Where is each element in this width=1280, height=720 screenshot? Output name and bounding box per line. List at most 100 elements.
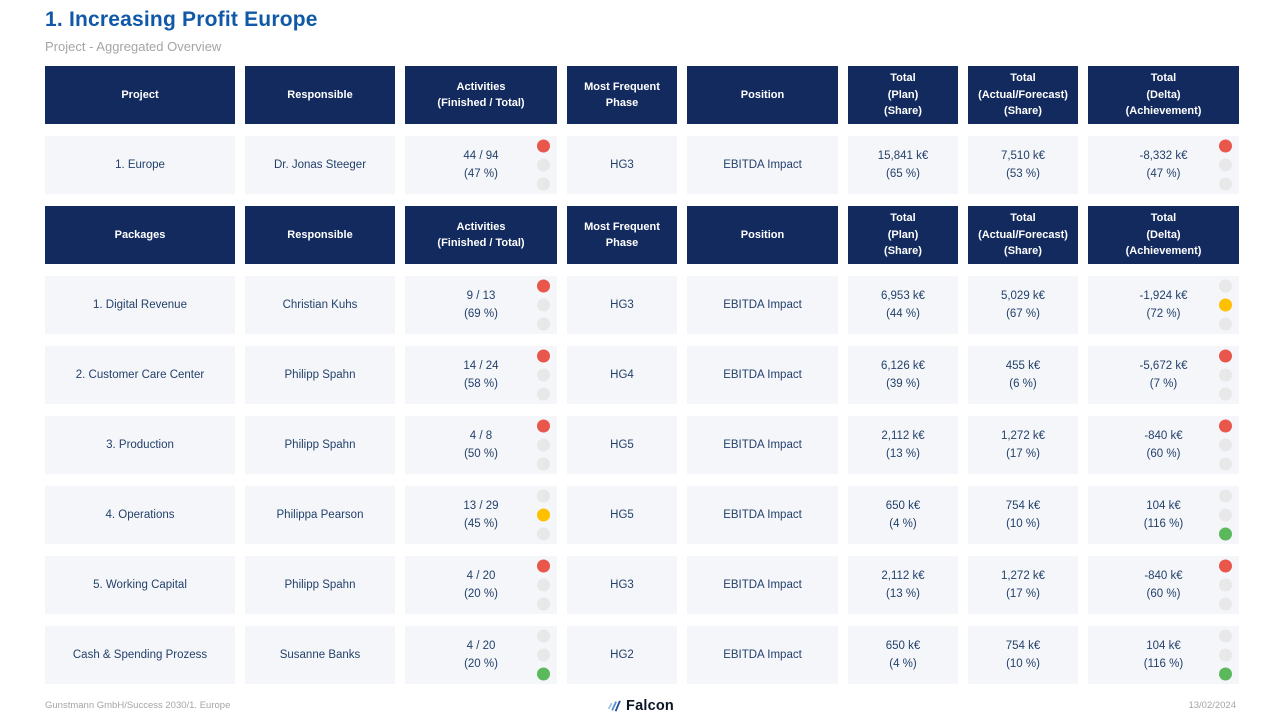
column-header-phase: Most Frequent Phase xyxy=(567,66,677,124)
total-delta-cell: -8,332 k€ (47 %) xyxy=(1088,136,1239,194)
red-light-icon xyxy=(1219,279,1232,293)
activities-traffic-light-icon xyxy=(537,629,550,681)
activities-cell: 44 / 94 (47 %) xyxy=(405,136,557,194)
activities-cell: 4 / 20 (20 %) xyxy=(405,556,557,614)
yellow-light-icon xyxy=(537,508,550,522)
plan-value: 650 k€ (4 %) xyxy=(885,499,921,530)
yellow-light-icon xyxy=(1219,648,1232,662)
phase-cell: HG5 xyxy=(567,416,677,474)
total-delta-cell: -5,672 k€ (7 %) xyxy=(1088,346,1239,404)
red-light-icon xyxy=(537,419,550,433)
total-plan-cell: 650 k€ (4 %) xyxy=(848,486,958,544)
green-light-icon xyxy=(537,457,550,471)
activities-value: 14 / 24 (58 %) xyxy=(463,359,499,390)
project-header-row: Project Responsible Activities (Finished… xyxy=(45,66,1239,124)
total-plan-cell: 15,841 k€ (65 %) xyxy=(848,136,958,194)
responsible-value: Philippa Pearson xyxy=(276,508,364,521)
total-actual-cell: 7,510 k€ (53 %) xyxy=(968,136,1078,194)
delta-value: 104 k€ (116 %) xyxy=(1143,499,1184,530)
position-cell: EBITDA Impact xyxy=(687,136,838,194)
activities-value: 13 / 29 (45 %) xyxy=(463,499,499,530)
package-name-cell: 5. Working Capital xyxy=(45,556,235,614)
table-row-package: 2. Customer Care Center Philipp Spahn 14 /… xyxy=(45,346,1239,404)
yellow-light-icon xyxy=(1219,158,1232,172)
delta-value: 104 k€ (116 %) xyxy=(1143,639,1184,670)
table-row-package: Cash & Spending Prozess Susanne Banks 4 / … xyxy=(45,626,1239,684)
actual-value: 1,272 k€ (17 %) xyxy=(1000,569,1046,600)
column-header-total-plan: Total (Plan) (Share) xyxy=(848,66,958,124)
total-actual-cell: 754 k€ (10 %) xyxy=(968,486,1078,544)
package-name-cell: 4. Operations xyxy=(45,486,235,544)
responsible-cell: Philipp Spahn xyxy=(245,556,395,614)
name-value: 3. Production xyxy=(106,438,174,451)
actual-value: 754 k€ (10 %) xyxy=(1005,639,1041,670)
footer-breadcrumb: Gunstmann GmbH/Success 2030/1. Europe xyxy=(45,700,231,711)
name-value: 1. Digital Revenue xyxy=(93,298,187,311)
phase-value: HG5 xyxy=(610,438,634,451)
total-actual-cell: 754 k€ (10 %) xyxy=(968,626,1078,684)
plan-value: 2,112 k€ (13 %) xyxy=(881,569,925,600)
yellow-light-icon xyxy=(537,158,550,172)
column-header-packages: Packages xyxy=(45,206,235,264)
actual-value: 455 k€ (6 %) xyxy=(1005,359,1041,390)
activities-cell: 13 / 29 (45 %) xyxy=(405,486,557,544)
falcon-logo: Falcon xyxy=(606,698,674,714)
activities-value: 9 / 13 (69 %) xyxy=(464,289,498,320)
package-name-cell: 1. Digital Revenue xyxy=(45,276,235,334)
column-header-total-actual: Total (Actual/Forecast) (Share) xyxy=(968,66,1078,124)
red-light-icon xyxy=(1219,419,1232,433)
total-actual-cell: 1,272 k€ (17 %) xyxy=(968,556,1078,614)
yellow-light-icon xyxy=(537,368,550,382)
total-plan-cell: 6,126 k€ (39 %) xyxy=(848,346,958,404)
column-header-responsible: Responsible xyxy=(245,206,395,264)
activities-value: 44 / 94 (47 %) xyxy=(463,149,499,180)
responsible-cell: Susanne Banks xyxy=(245,626,395,684)
green-light-icon xyxy=(537,317,550,331)
green-light-icon xyxy=(537,667,550,681)
delta-traffic-light-icon xyxy=(1219,629,1232,681)
green-light-icon xyxy=(1219,527,1232,541)
position-value: EBITDA Impact xyxy=(723,508,802,521)
phase-cell: HG3 xyxy=(567,556,677,614)
total-delta-cell: -840 k€ (60 %) xyxy=(1088,556,1239,614)
delta-traffic-light-icon xyxy=(1219,489,1232,541)
activities-value: 4 / 20 (20 %) xyxy=(464,569,498,600)
phase-cell: HG5 xyxy=(567,486,677,544)
table-row-package: 3. Production Philipp Spahn 4 / 8 (50 %) HG… xyxy=(45,416,1239,474)
delta-traffic-light-icon xyxy=(1219,139,1232,191)
green-light-icon xyxy=(1219,387,1232,401)
activities-cell: 4 / 8 (50 %) xyxy=(405,416,557,474)
project-name-cell: 1. Europe xyxy=(45,136,235,194)
responsible-value: Philipp Spahn xyxy=(284,578,356,591)
plan-value: 650 k€ (4 %) xyxy=(885,639,921,670)
responsible-cell: Dr. Jonas Steeger xyxy=(245,136,395,194)
phase-cell: HG3 xyxy=(567,136,677,194)
total-delta-cell: 104 k€ (116 %) xyxy=(1088,626,1239,684)
delta-value: -840 k€ (60 %) xyxy=(1144,429,1183,460)
responsible-cell: Philippa Pearson xyxy=(245,486,395,544)
position-cell: EBITDA Impact xyxy=(687,276,838,334)
yellow-light-icon xyxy=(1219,438,1232,452)
green-light-icon xyxy=(1219,457,1232,471)
yellow-light-icon xyxy=(1219,508,1232,522)
total-delta-cell: -840 k€ (60 %) xyxy=(1088,416,1239,474)
green-light-icon xyxy=(1219,597,1232,611)
position-value: EBITDA Impact xyxy=(723,578,802,591)
footer-date: 13/02/2024 xyxy=(1188,700,1236,711)
position-cell: EBITDA Impact xyxy=(687,416,838,474)
name-value: Cash & Spending Prozess xyxy=(72,648,208,661)
red-light-icon xyxy=(1219,559,1232,573)
green-light-icon xyxy=(1219,317,1232,331)
green-light-icon xyxy=(537,597,550,611)
position-cell: EBITDA Impact xyxy=(687,486,838,544)
table-row-package: 1. Digital Revenue Christian Kuhs 9 / 13 (… xyxy=(45,276,1239,334)
activities-cell: 14 / 24 (58 %) xyxy=(405,346,557,404)
package-name-cell: Cash & Spending Prozess xyxy=(45,626,235,684)
activities-traffic-light-icon xyxy=(537,419,550,471)
activities-traffic-light-icon xyxy=(537,559,550,611)
phase-value: HG2 xyxy=(610,648,634,661)
red-light-icon xyxy=(537,279,550,293)
phase-value: HG4 xyxy=(610,368,634,381)
red-light-icon xyxy=(1219,139,1232,153)
activities-traffic-light-icon xyxy=(537,139,550,191)
